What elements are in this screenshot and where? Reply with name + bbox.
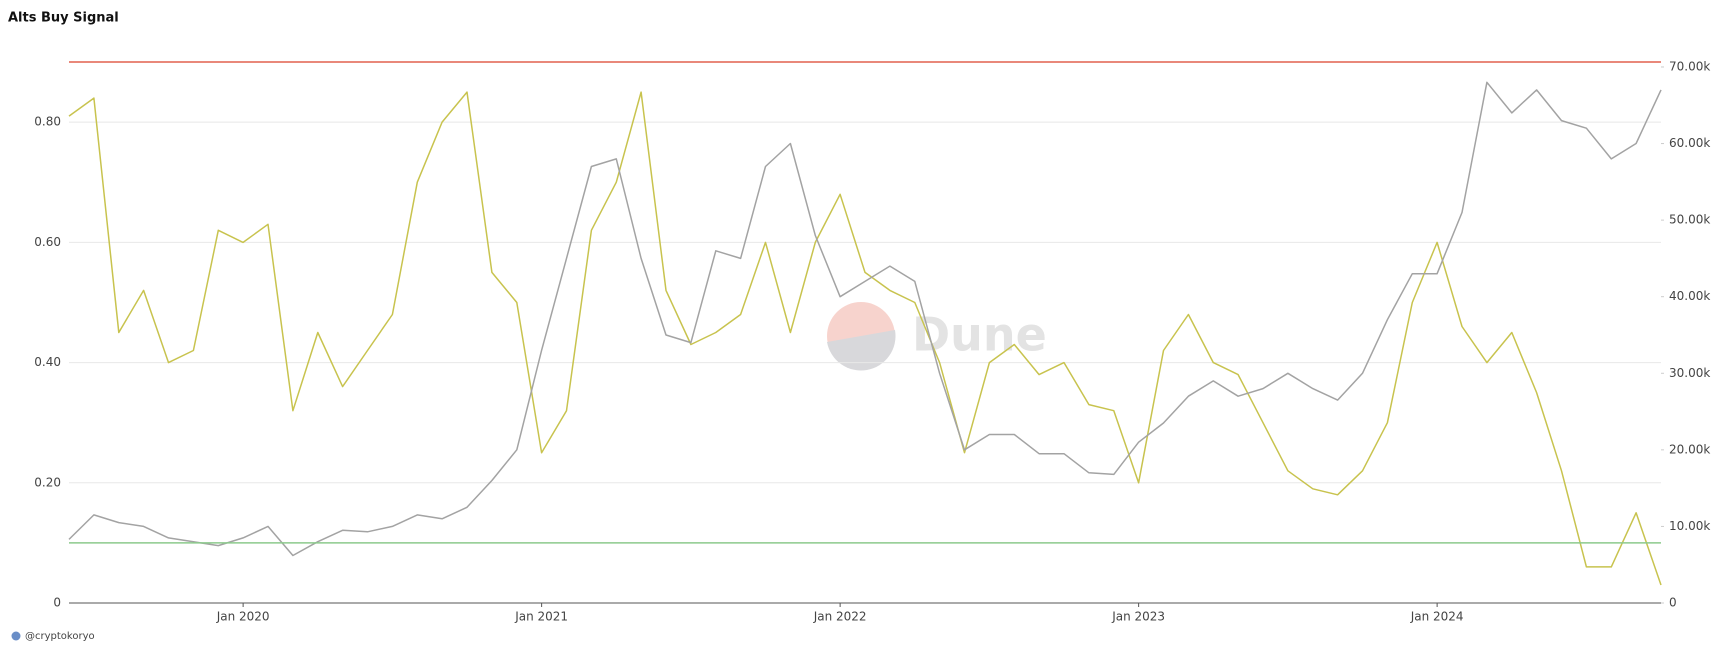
x-tick-label: Jan 2021 bbox=[514, 610, 568, 624]
y-tick-label: 0.20 bbox=[34, 475, 61, 489]
chart-title: Alts Buy Signal bbox=[8, 11, 119, 26]
y2-tick-label: 40.00k bbox=[1669, 289, 1710, 303]
y-tick-label: 0.80 bbox=[34, 115, 61, 129]
y2-tick-label: 70.00k bbox=[1669, 59, 1710, 73]
line-series bbox=[68, 81, 1662, 557]
y2-tick-label: 10.00k bbox=[1669, 519, 1710, 533]
y-tick-label: 0.40 bbox=[34, 355, 61, 369]
footer: @cryptokoryo bbox=[25, 631, 95, 642]
y2-tick-label: 60.00k bbox=[1669, 136, 1710, 150]
y-tick-label: 0.60 bbox=[34, 235, 61, 249]
y-tick-label: 0 bbox=[53, 596, 61, 610]
watermark: Dune bbox=[827, 302, 1047, 371]
line-series bbox=[68, 91, 1662, 586]
y2-tick-label: 20.00k bbox=[1669, 442, 1710, 456]
x-tick-label: Jan 2023 bbox=[1111, 610, 1165, 624]
y2-tick-label: 30.00k bbox=[1669, 366, 1710, 380]
y2-tick-label: 50.00k bbox=[1669, 213, 1710, 227]
footer-icon bbox=[11, 631, 21, 641]
x-tick-label: Jan 2022 bbox=[813, 610, 867, 624]
y2-tick-label: 0 bbox=[1669, 596, 1677, 610]
watermark-logo-part bbox=[827, 330, 896, 371]
x-tick-label: Jan 2020 bbox=[216, 610, 270, 624]
watermark-text: Dune bbox=[912, 308, 1047, 362]
x-tick-label: Jan 2024 bbox=[1410, 610, 1464, 624]
